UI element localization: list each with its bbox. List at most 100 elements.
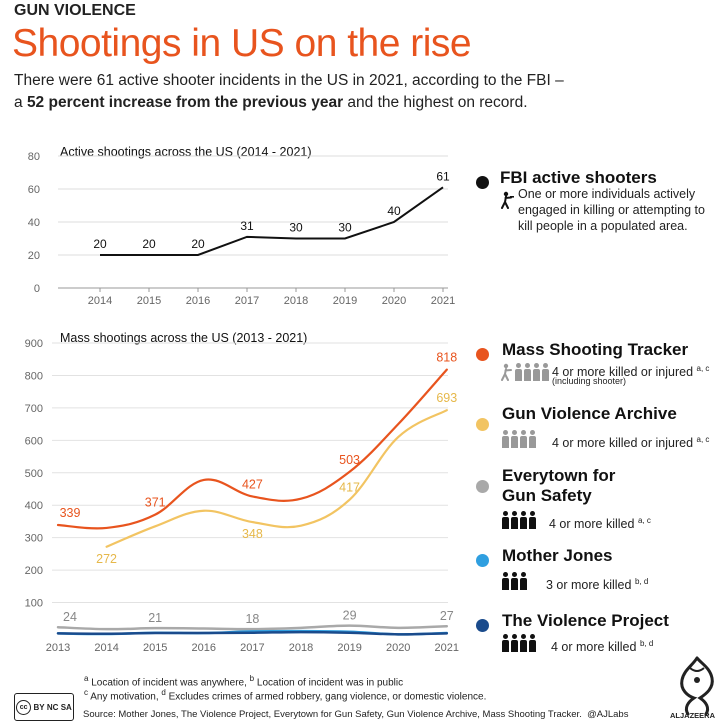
footnote-a-sup: a xyxy=(84,674,89,683)
subtitle-prefix: a xyxy=(14,94,27,111)
mst-desc-sup: a, c xyxy=(696,364,710,373)
footnote-c-sup: c xyxy=(84,688,88,697)
chart2-data-label: 348 xyxy=(242,527,263,541)
chart2-xtick-label: 2016 xyxy=(192,642,216,654)
person-icon xyxy=(524,363,531,381)
mass-shootings-chart: Mass shootings across the US (2013 - 202… xyxy=(25,331,459,654)
mst-legend-note: (including shooter) xyxy=(552,376,627,386)
shooter-person-icon xyxy=(501,363,512,381)
chart2-xtick-label: 2015 xyxy=(143,642,167,654)
aljazeera-wordmark: ALJAZEERA xyxy=(670,711,716,720)
chart2-title: Mass shootings across the US (2013 - 202… xyxy=(60,331,307,345)
gva-people-icons xyxy=(502,430,536,448)
mj-legend-title: Mother Jones xyxy=(502,546,613,565)
footnote-b-sup: b xyxy=(249,674,255,683)
chart2-data-label: 371 xyxy=(145,496,166,510)
chart1-ytick-label: 40 xyxy=(28,217,40,229)
ets-people-icons xyxy=(502,511,536,529)
mst-desc-text: 4 or more killed or injured xyxy=(552,365,694,380)
ets-legend-desc: 4 or more killed a, c xyxy=(549,513,651,532)
person-icon xyxy=(502,572,509,590)
chart2-data-label: 339 xyxy=(60,506,81,520)
chart1-ytick-label: 80 xyxy=(28,151,40,163)
footnote-b: Location of incident was in public xyxy=(254,677,404,689)
chart1-ytick-label: 60 xyxy=(28,184,40,196)
chart2-series-line-everytown-for-gun-safety xyxy=(56,624,449,631)
mst-legend-title: Mass Shooting Tracker xyxy=(502,340,689,359)
fbi-legend-dot xyxy=(476,176,489,189)
chart1-xtick-label: 2017 xyxy=(235,295,259,307)
chart1-data-label: 30 xyxy=(289,221,303,235)
chart1-xtick-label: 2019 xyxy=(333,295,357,307)
chart1-data-label: 20 xyxy=(191,237,205,251)
gva-desc-sup: a, c xyxy=(696,435,710,444)
fbi-legend-title: FBI active shooters xyxy=(500,168,657,187)
chart2-ytick-label: 700 xyxy=(25,403,43,415)
mj-desc-text: 3 or more killed xyxy=(546,578,632,593)
person-icon xyxy=(511,511,518,529)
chart2-data-label: 818 xyxy=(436,351,457,365)
footnote-c: Any motivation, xyxy=(88,691,162,703)
ets-desc-sup: a, c xyxy=(637,516,651,525)
chart2-data-label: 18 xyxy=(245,612,259,626)
chart2-data-label: 272 xyxy=(96,552,117,566)
person-icon xyxy=(502,430,509,448)
cc-by: BY xyxy=(33,702,45,712)
footnote-d: Excludes crimes of armed robbery, gang v… xyxy=(165,691,487,703)
ets-desc-text: 4 or more killed xyxy=(549,517,635,532)
subtitle-line1: There were 61 active shooter incidents i… xyxy=(14,72,564,89)
chart2-data-label: 21 xyxy=(148,611,162,625)
chart2-ytick-label: 200 xyxy=(25,565,43,577)
person-icon xyxy=(511,572,518,590)
person-icon xyxy=(520,572,527,590)
chart2-series-line-gun-violence-archive xyxy=(105,409,448,548)
chart2-series-line-mass-shooting-tracker xyxy=(56,368,448,530)
chart1-ytick-label: 0 xyxy=(34,283,40,295)
footnote-d-sup: d xyxy=(161,688,166,697)
chart1-data-label: 30 xyxy=(338,221,352,235)
chart2-ytick-label: 400 xyxy=(25,500,43,512)
chart2-ytick-label: 900 xyxy=(25,338,43,350)
shooter-icon xyxy=(501,191,514,209)
page-title: Shootings in US on the rise xyxy=(12,22,472,65)
mst-legend-dot xyxy=(476,348,489,361)
tvp-desc-text: 4 or more killed xyxy=(551,640,637,655)
chart2-xtick-label: 2018 xyxy=(289,642,313,654)
subtitle: There were 61 active shooter incidents i… xyxy=(14,70,714,114)
ets-legend-title-2: Gun Safety xyxy=(502,486,592,505)
person-icon xyxy=(515,363,522,381)
cc-icon: cc xyxy=(16,699,32,715)
tvp-legend-dot xyxy=(476,619,489,632)
creative-commons-badge: cc BY NC SA xyxy=(14,693,74,721)
chart1-data-label: 20 xyxy=(142,237,156,251)
chart1-xtick-label: 2020 xyxy=(382,295,406,307)
chart1-data-label: 61 xyxy=(436,169,450,183)
chart1-xtick-label: 2021 xyxy=(431,295,455,307)
footnote-a: Location of incident was anywhere, xyxy=(88,677,250,689)
chart2-ytick-label: 300 xyxy=(25,533,43,545)
chart1-xtick-label: 2018 xyxy=(284,295,308,307)
person-icon xyxy=(542,363,549,381)
chart1-data-label: 40 xyxy=(387,204,401,218)
person-icon xyxy=(511,430,518,448)
chart1-title: Active shootings across the US (2014 - 2… xyxy=(60,145,312,159)
gva-legend-desc: 4 or more killed or injured a, c xyxy=(552,432,709,451)
chart2-data-label: 427 xyxy=(242,477,263,491)
chart2-xtick-label: 2013 xyxy=(46,642,70,654)
person-icon xyxy=(533,363,540,381)
chart1-data-label: 20 xyxy=(93,237,107,251)
tvp-desc-sup: b, d xyxy=(639,639,654,648)
tvp-people-icons xyxy=(502,634,536,652)
mj-legend-dot xyxy=(476,554,489,567)
chart1-series-line xyxy=(100,186,444,256)
chart2-data-label: 417 xyxy=(339,481,360,495)
person-icon xyxy=(529,511,536,529)
person-icon xyxy=(502,511,509,529)
chart2-data-label: 693 xyxy=(436,391,457,405)
source-line: Source: Mother Jones, The Violence Proje… xyxy=(83,709,628,720)
chart2-data-label: 27 xyxy=(440,609,454,623)
chart1-xtick-label: 2015 xyxy=(137,295,161,307)
person-icon xyxy=(529,430,536,448)
mj-legend-desc: 3 or more killed b, d xyxy=(546,574,648,593)
credit-text: @AJLabs xyxy=(587,709,629,720)
